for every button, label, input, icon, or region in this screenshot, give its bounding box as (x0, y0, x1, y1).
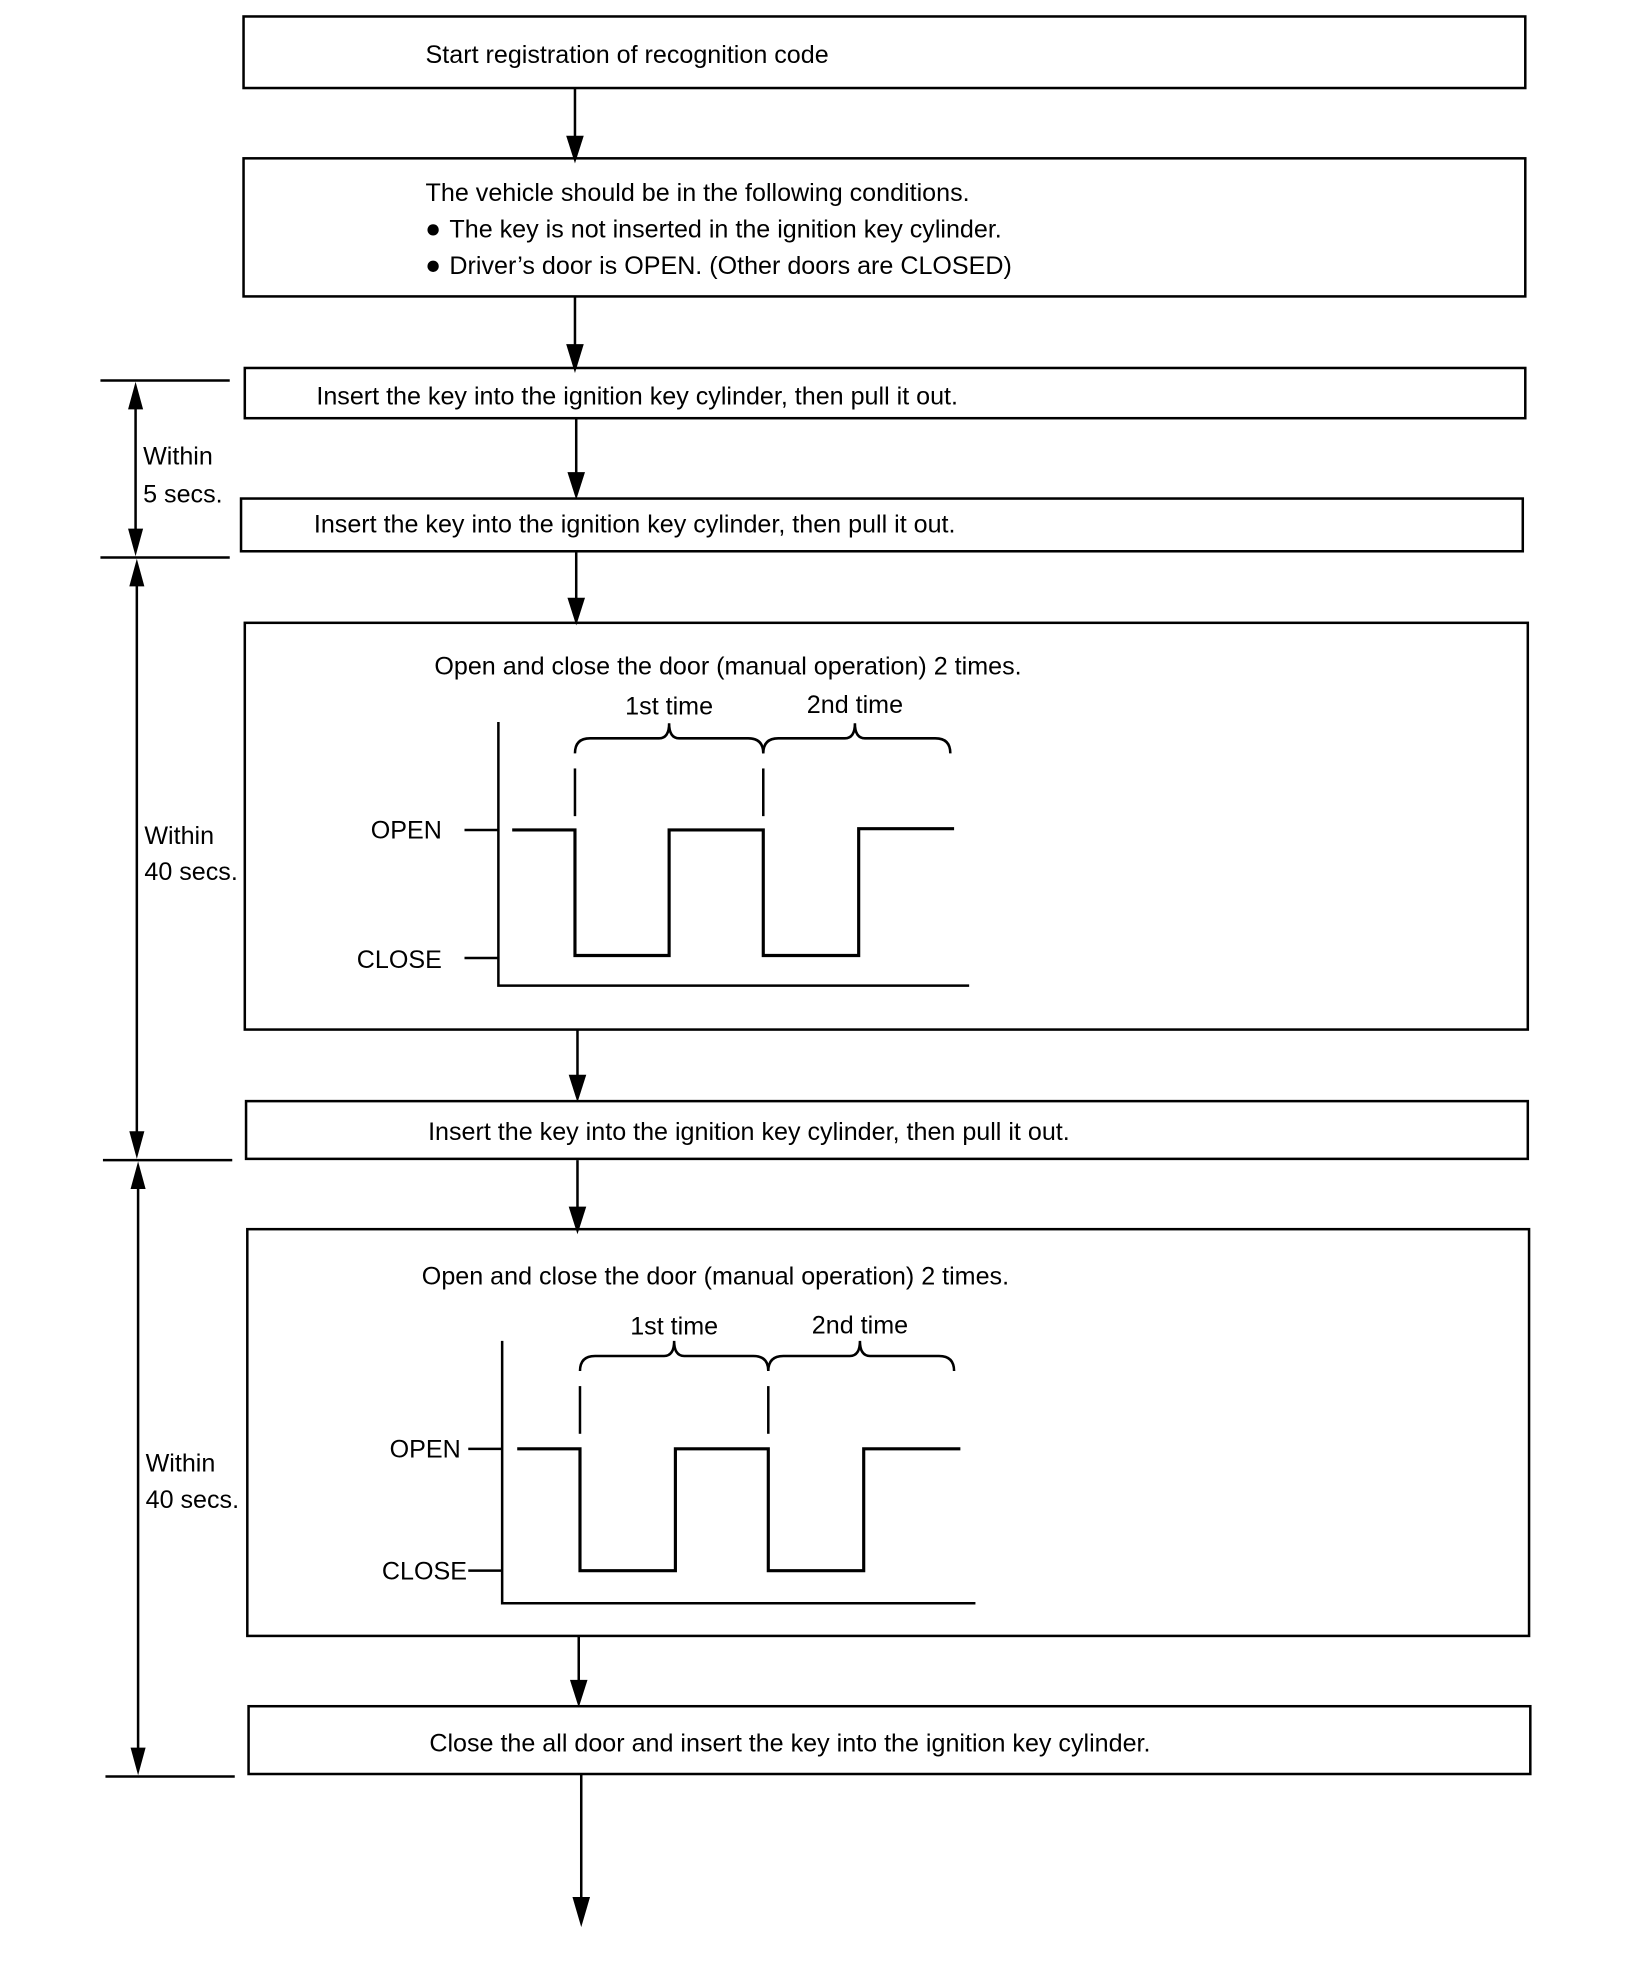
close-label: CLOSE (357, 946, 442, 974)
step-text: Insert the key into the ignition key cyl… (316, 382, 958, 410)
arrow-down (567, 418, 586, 500)
step-vehicle-conditions: The vehicle should be in the following c… (242, 157, 1527, 298)
open-label: OPEN (390, 1436, 461, 1464)
condition-item: The key is not inserted in the ignition … (449, 215, 1001, 243)
timing-label: Within (146, 1449, 216, 1477)
second-time-label: 2nd time (807, 691, 903, 719)
timing-label: 40 secs. (146, 1486, 239, 1514)
first-time-label: 1st time (625, 692, 713, 720)
timing-label: Within (143, 443, 213, 471)
door-signal (517, 1447, 961, 1573)
step-title: Open and close the door (manual operatio… (434, 652, 1021, 680)
bullet-icon (427, 224, 439, 236)
step-close-doors-insert-key: Close the all door and insert the key in… (247, 1704, 1532, 1776)
waveform-axis (497, 721, 970, 987)
step-text: Insert the key into the ignition key cyl… (314, 510, 956, 538)
arrow-down (568, 1160, 587, 1235)
timing-markers: Within 5 secs. Within 40 secs. Within 40… (100, 379, 239, 1778)
arrow-down (567, 552, 586, 626)
arrow-down (566, 88, 584, 164)
step-title: Open and close the door (manual operatio… (422, 1262, 1009, 1290)
step-text: Start registration of recognition code (426, 41, 829, 69)
step-open-close-door-1: Open and close the door (manual operatio… (243, 621, 1530, 1031)
open-label: OPEN (371, 817, 442, 845)
arrow-down (566, 296, 584, 373)
timing-label: 5 secs. (143, 480, 223, 508)
brace-first (573, 723, 765, 754)
step-text: Insert the key into the ignition key cyl… (428, 1118, 1070, 1146)
interval-arrow-40-secs-1 (129, 558, 145, 1159)
brace-first (578, 1340, 770, 1372)
interval-arrow-5-secs (128, 381, 144, 557)
brace-second (767, 1340, 956, 1372)
brace-second (762, 723, 952, 754)
bullet-icon (427, 260, 439, 272)
step-start-registration: Start registration of recognition code (242, 15, 1527, 90)
arrow-down (568, 1029, 587, 1103)
interval-arrow-40-secs-2 (130, 1161, 146, 1776)
arrow-down (569, 1635, 588, 1708)
close-label: CLOSE (382, 1557, 467, 1585)
door-signal (512, 827, 955, 958)
step-open-close-door-2: Open and close the door (manual operatio… (246, 1227, 1531, 1638)
second-time-label: 2nd time (812, 1311, 908, 1339)
waveform-axis (500, 1340, 976, 1605)
timing-label: Within (144, 822, 214, 850)
step-insert-key-1: Insert the key into the ignition key cyl… (243, 366, 1527, 420)
arrow-down (572, 1774, 591, 1928)
step-insert-key-3: Insert the key into the ignition key cyl… (244, 1099, 1530, 1161)
timing-label: 40 secs. (144, 858, 237, 886)
first-time-label: 1st time (630, 1313, 718, 1341)
conditions-heading: The vehicle should be in the following c… (426, 179, 970, 207)
step-insert-key-2: Insert the key into the ignition key cyl… (239, 497, 1525, 553)
condition-item: Driver’s door is OPEN. (Other doors are … (449, 252, 1011, 280)
step-text: Close the all door and insert the key in… (429, 1729, 1150, 1757)
